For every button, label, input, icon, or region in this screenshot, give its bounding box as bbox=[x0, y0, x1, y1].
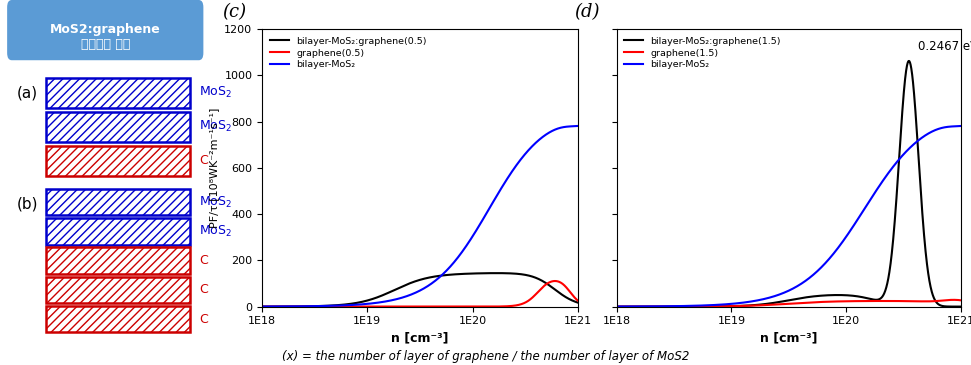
FancyBboxPatch shape bbox=[7, 0, 203, 60]
Text: (c): (c) bbox=[222, 3, 247, 21]
Bar bbox=[46, 78, 189, 108]
Text: (a): (a) bbox=[17, 85, 38, 101]
Text: C: C bbox=[199, 154, 208, 167]
Text: C: C bbox=[199, 283, 208, 296]
Bar bbox=[46, 146, 189, 176]
Text: MoS$_2$: MoS$_2$ bbox=[199, 224, 232, 239]
X-axis label: n [cm⁻³]: n [cm⁻³] bbox=[391, 332, 449, 345]
Text: (x) = the number of layer of graphene / the number of layer of MoS2: (x) = the number of layer of graphene / … bbox=[282, 350, 689, 363]
Legend: bilayer-MoS₂:graphene(0.5), graphene(0.5), bilayer-MoS₂: bilayer-MoS₂:graphene(0.5), graphene(0.5… bbox=[267, 34, 429, 72]
Text: C: C bbox=[199, 254, 208, 267]
Bar bbox=[46, 112, 189, 142]
Bar bbox=[46, 218, 189, 245]
Bar bbox=[46, 247, 189, 274]
Bar bbox=[46, 277, 189, 303]
Text: MoS2:graphene: MoS2:graphene bbox=[50, 23, 160, 36]
Text: (d): (d) bbox=[574, 3, 599, 21]
Bar bbox=[46, 189, 189, 215]
Text: MoS$_2$: MoS$_2$ bbox=[199, 119, 232, 134]
X-axis label: n [cm⁻³]: n [cm⁻³] bbox=[760, 332, 818, 345]
Text: MoS$_2$: MoS$_2$ bbox=[199, 85, 232, 100]
Text: 0.2467 eV: 0.2467 eV bbox=[918, 40, 971, 53]
Legend: bilayer-MoS₂:graphene(1.5), graphene(1.5), bilayer-MoS₂: bilayer-MoS₂:graphene(1.5), graphene(1.5… bbox=[621, 34, 784, 72]
Text: (b): (b) bbox=[17, 197, 38, 212]
Text: C: C bbox=[199, 312, 208, 326]
Bar bbox=[46, 306, 189, 332]
Text: MoS$_2$: MoS$_2$ bbox=[199, 195, 232, 210]
Y-axis label: PF/τ [10⁸WK⁻²m⁻¹s⁻¹]: PF/τ [10⁸WK⁻²m⁻¹s⁻¹] bbox=[209, 108, 218, 228]
Text: 도식적인 구조: 도식적인 구조 bbox=[81, 38, 130, 51]
